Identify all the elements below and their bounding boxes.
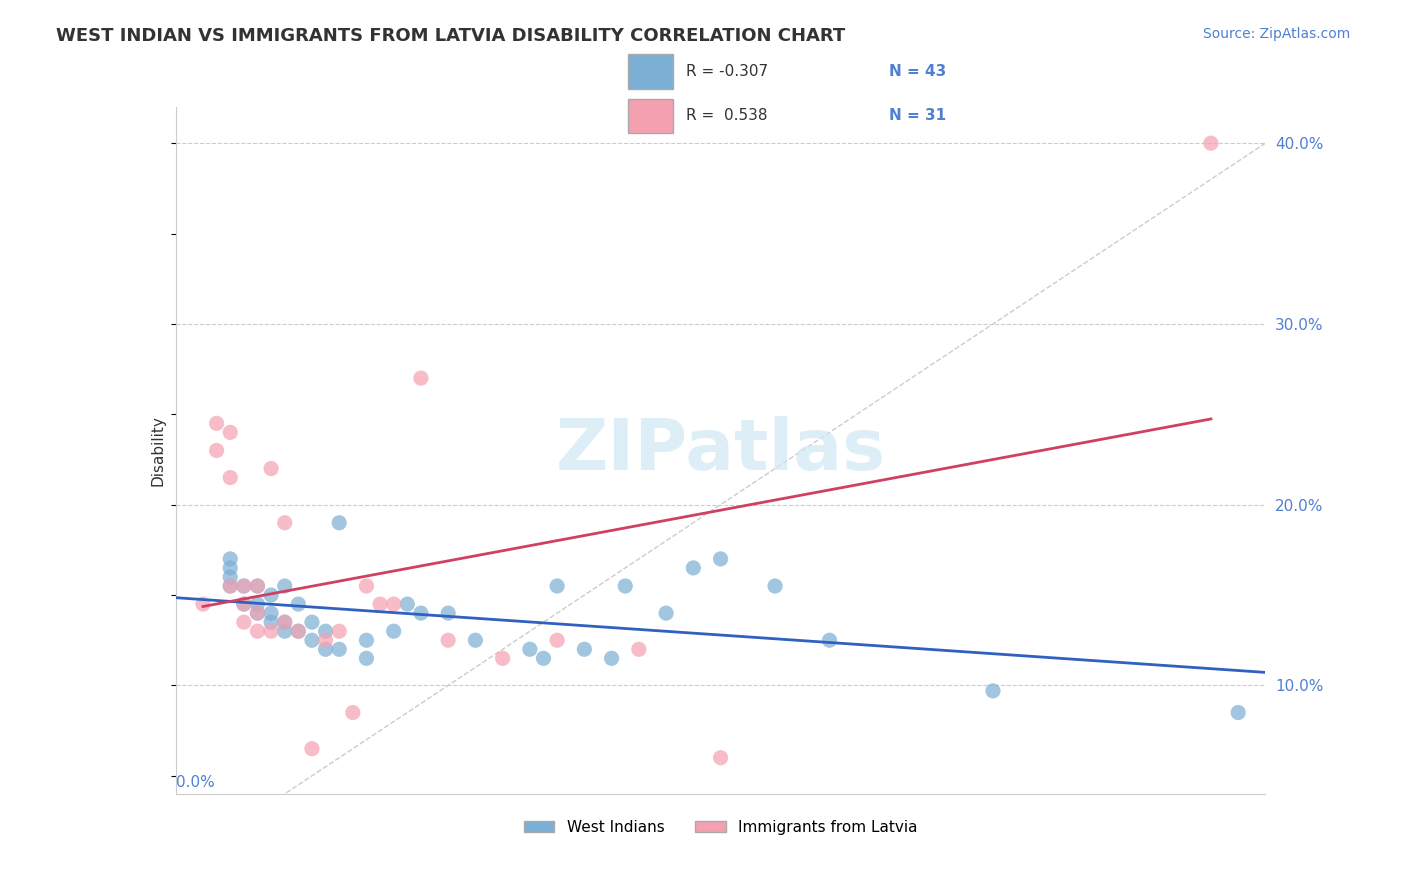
Point xyxy=(232,579,254,593)
Point xyxy=(301,741,323,756)
Point xyxy=(274,624,297,639)
Text: Source: ZipAtlas.com: Source: ZipAtlas.com xyxy=(1202,27,1350,41)
Point xyxy=(981,683,1004,698)
Point xyxy=(492,651,515,665)
Point xyxy=(219,579,242,593)
Point xyxy=(437,633,460,648)
Point xyxy=(246,579,269,593)
Point xyxy=(682,561,704,575)
Point xyxy=(342,706,364,720)
Text: N = 31: N = 31 xyxy=(889,108,946,123)
Point xyxy=(219,579,242,593)
Point xyxy=(219,425,242,440)
Point xyxy=(232,579,254,593)
Point xyxy=(356,579,378,593)
Point xyxy=(328,642,350,657)
Point xyxy=(763,579,786,593)
Point xyxy=(437,606,460,620)
Point xyxy=(219,552,242,566)
Point xyxy=(246,579,269,593)
Point xyxy=(301,633,323,648)
Point xyxy=(274,579,297,593)
Point xyxy=(315,642,337,657)
Point xyxy=(396,597,419,611)
Point xyxy=(205,417,228,431)
Text: N = 43: N = 43 xyxy=(889,63,946,78)
Text: 0.0%: 0.0% xyxy=(176,774,215,789)
Point xyxy=(274,516,297,530)
Point xyxy=(574,642,596,657)
Point xyxy=(600,651,623,665)
Point xyxy=(546,633,568,648)
Point xyxy=(246,597,269,611)
Point xyxy=(260,606,283,620)
Point xyxy=(519,642,541,657)
Text: ZIPatlas: ZIPatlas xyxy=(555,416,886,485)
Point xyxy=(614,579,637,593)
Point xyxy=(219,570,242,584)
Point xyxy=(315,633,337,648)
Point xyxy=(274,615,297,630)
Point xyxy=(356,633,378,648)
Point xyxy=(356,651,378,665)
Text: R = -0.307: R = -0.307 xyxy=(686,63,768,78)
Point xyxy=(315,624,337,639)
Point xyxy=(260,461,283,475)
Point xyxy=(287,624,309,639)
Point xyxy=(287,624,309,639)
Point xyxy=(232,597,254,611)
Point xyxy=(546,579,568,593)
Point xyxy=(219,561,242,575)
Point xyxy=(710,750,733,764)
Point xyxy=(260,588,283,602)
Point xyxy=(232,615,254,630)
Point xyxy=(655,606,678,620)
Point xyxy=(328,624,350,639)
Point xyxy=(219,470,242,484)
Point xyxy=(260,615,283,630)
Point xyxy=(287,597,309,611)
Point xyxy=(382,624,405,639)
Point xyxy=(710,552,733,566)
Legend: West Indians, Immigrants from Latvia: West Indians, Immigrants from Latvia xyxy=(517,814,924,841)
Point xyxy=(260,624,283,639)
Point xyxy=(409,371,432,385)
Text: WEST INDIAN VS IMMIGRANTS FROM LATVIA DISABILITY CORRELATION CHART: WEST INDIAN VS IMMIGRANTS FROM LATVIA DI… xyxy=(56,27,845,45)
Point xyxy=(627,642,650,657)
Point xyxy=(301,615,323,630)
Point xyxy=(246,606,269,620)
Point xyxy=(205,443,228,458)
Point xyxy=(818,633,841,648)
Point xyxy=(409,606,432,620)
Point xyxy=(246,624,269,639)
Point xyxy=(368,597,391,611)
Point xyxy=(191,597,214,611)
Point xyxy=(246,606,269,620)
Point xyxy=(328,516,350,530)
FancyBboxPatch shape xyxy=(627,99,672,133)
FancyBboxPatch shape xyxy=(627,54,672,89)
Point xyxy=(1227,706,1250,720)
Point xyxy=(533,651,555,665)
Point xyxy=(464,633,486,648)
Point xyxy=(382,597,405,611)
Point xyxy=(232,597,254,611)
Point xyxy=(1199,136,1222,151)
Point xyxy=(274,615,297,630)
Y-axis label: Disability: Disability xyxy=(150,415,166,486)
Text: R =  0.538: R = 0.538 xyxy=(686,108,768,123)
